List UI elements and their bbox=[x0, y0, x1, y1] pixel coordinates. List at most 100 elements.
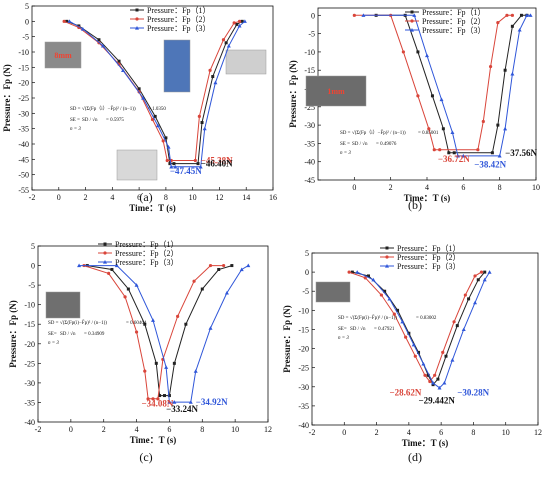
se-lead: SE = bbox=[70, 118, 80, 123]
stats-block: SD = √(Σ(Fp(i)−F̄p)² / (n−1)) = 0.60464 SE=… bbox=[48, 320, 147, 346]
data-point bbox=[167, 400, 172, 404]
data-point bbox=[352, 13, 356, 17]
inset-photo bbox=[315, 281, 351, 303]
x-axis-label: Time：T (s) bbox=[129, 203, 175, 213]
y-tick-label: 5 bbox=[31, 242, 35, 251]
sd-value: = 1.0350 bbox=[148, 107, 166, 112]
data-point bbox=[367, 274, 370, 278]
legend-marker bbox=[103, 260, 107, 264]
y-tick-label: -40 bbox=[24, 418, 35, 427]
data-point bbox=[490, 151, 494, 155]
data-point bbox=[134, 330, 139, 334]
y-tick-label: -40 bbox=[298, 421, 309, 430]
y-tick-label: -25 bbox=[298, 364, 309, 373]
y-tick-label: -10 bbox=[24, 301, 35, 310]
data-point bbox=[166, 145, 171, 149]
sample-size: n = 3 bbox=[70, 127, 81, 132]
data-point bbox=[461, 327, 466, 332]
legend-label: Pressure：Fp（3） bbox=[422, 26, 486, 35]
x-axis-label: Time：T (s) bbox=[130, 435, 176, 445]
data-point bbox=[169, 164, 174, 169]
legend-marker bbox=[385, 246, 389, 250]
x-tick-label: 6 bbox=[439, 428, 443, 437]
data-point bbox=[232, 21, 236, 25]
data-point bbox=[198, 164, 203, 169]
data-point bbox=[137, 87, 141, 91]
data-point bbox=[62, 19, 66, 23]
y-tick-label: -40 bbox=[18, 140, 29, 149]
y-tick-label: -35 bbox=[298, 402, 309, 411]
data-point bbox=[192, 279, 196, 283]
legend-marker bbox=[410, 19, 414, 23]
data-point bbox=[141, 96, 146, 100]
data-point bbox=[107, 271, 111, 275]
legend: Pressure：Fp（1）Pressure：Fp（2）Pressure：Fp（… bbox=[405, 8, 486, 35]
x-tick-label: 0 bbox=[352, 183, 356, 192]
data-point bbox=[496, 123, 500, 127]
se-value: = 0.5975 bbox=[106, 118, 124, 123]
data-point bbox=[430, 94, 434, 98]
data-point bbox=[167, 394, 171, 398]
data-point bbox=[479, 270, 484, 274]
y-tick-label: -15 bbox=[24, 320, 35, 329]
data-point bbox=[100, 43, 105, 48]
peak-annotation: −36.72N bbox=[438, 154, 470, 164]
data-point bbox=[97, 38, 101, 42]
data-point bbox=[510, 24, 514, 28]
x-tick-label: 6 bbox=[461, 183, 465, 192]
data-point bbox=[211, 75, 215, 79]
data-point bbox=[379, 293, 384, 297]
x-tick-label: 10 bbox=[532, 183, 540, 192]
peak-annotation: −34.92N bbox=[196, 397, 228, 407]
stats-block: SD = √(Σ(Fp(i)−F̄p)² / (n−1)) = 0.83002 SE=… bbox=[338, 315, 437, 341]
inset-photo bbox=[45, 291, 81, 319]
sd-value: = 0.60464 bbox=[126, 321, 147, 326]
y-tick-label: -10 bbox=[298, 306, 309, 315]
legend: Pressure：Fp（1）Pressure：Fp（2）Pressure：Fp（… bbox=[98, 240, 179, 267]
data-point bbox=[463, 293, 467, 297]
y-tick-label: -50 bbox=[18, 171, 29, 180]
y-tick-label: -20 bbox=[18, 79, 29, 88]
x-tick-label: -2 bbox=[35, 425, 42, 434]
y-tick-label: -5 bbox=[302, 287, 309, 296]
data-point bbox=[222, 263, 226, 268]
data-point bbox=[80, 27, 85, 31]
data-point bbox=[164, 365, 169, 369]
data-point bbox=[163, 394, 166, 398]
data-point bbox=[417, 350, 421, 354]
data-point bbox=[242, 19, 247, 23]
x-tick-label: 6 bbox=[137, 193, 141, 202]
chart-panel-1: -2 0 2 4 6 8 10 12 14 1650-5-10-15-20-25-30-35-40… bbox=[2, 2, 277, 213]
y-tick-label: -5 bbox=[28, 281, 35, 290]
data-point bbox=[239, 267, 244, 272]
data-point bbox=[431, 380, 436, 385]
legend-marker bbox=[135, 17, 139, 21]
data-point bbox=[200, 121, 204, 125]
y-tick-label: 0 bbox=[305, 268, 309, 277]
legend-marker bbox=[135, 8, 139, 12]
data-point bbox=[158, 394, 162, 398]
legend: Pressure：Fp（1）Pressure：Fp（2）Pressure：Fp（… bbox=[130, 6, 211, 33]
series-line-1 bbox=[352, 271, 486, 386]
data-point bbox=[217, 267, 221, 271]
data-point bbox=[237, 23, 242, 28]
legend-label: Pressure：Fp（2） bbox=[397, 253, 461, 262]
x-tick-label: 12 bbox=[534, 428, 542, 437]
data-point bbox=[497, 153, 502, 158]
data-point bbox=[361, 13, 366, 17]
x-tick-label: 8 bbox=[471, 428, 475, 437]
legend-label: Pressure：Fp（2） bbox=[147, 15, 211, 24]
inset-photo bbox=[44, 41, 82, 69]
peak-annotation: −47.45N bbox=[170, 166, 202, 176]
data-point bbox=[235, 22, 239, 26]
data-point bbox=[510, 71, 515, 76]
x-axis-label: Time：T (s) bbox=[402, 438, 448, 448]
se-formula: SD / √n bbox=[350, 326, 366, 332]
legend-marker bbox=[103, 251, 107, 255]
data-point bbox=[528, 13, 533, 17]
data-point bbox=[213, 80, 218, 85]
x-tick-label: -2 bbox=[309, 428, 316, 437]
y-tick-label: -20 bbox=[298, 345, 309, 354]
sd-lead: SD = bbox=[340, 131, 351, 136]
data-point bbox=[455, 324, 459, 328]
